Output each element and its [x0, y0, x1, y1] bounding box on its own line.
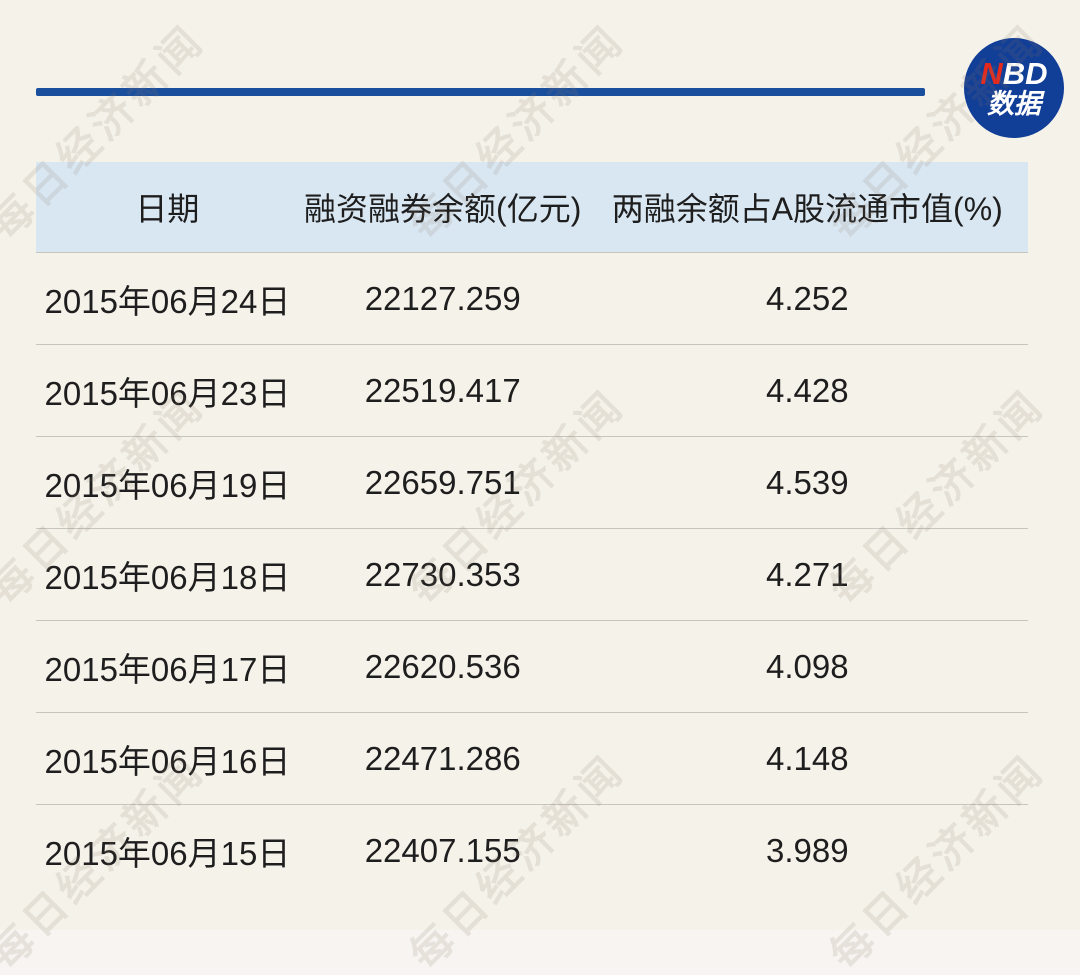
table-row: 2015年06月16日 22471.286 4.148 — [36, 713, 1028, 805]
table-row: 2015年06月24日 22127.259 4.252 — [36, 253, 1028, 345]
cell-ratio: 3.989 — [765, 831, 849, 869]
cell-ratio: 4.428 — [765, 371, 849, 409]
table-row: 2015年06月15日 22407.155 3.989 — [36, 805, 1028, 896]
cell-ratio: 4.252 — [765, 279, 849, 317]
table-row: 2015年06月18日 22730.353 4.271 — [36, 529, 1028, 621]
logo-shuju-text: 数据 — [987, 88, 1041, 119]
margin-balance-table: 日期 融资融券余额(亿元) 两融余额占A股流通市值(%) 2015年06月24日… — [36, 162, 1028, 896]
cell-balance: 22620.536 — [364, 647, 521, 685]
cell-balance: 22471.286 — [364, 739, 521, 777]
logo-letters-bd: BD — [1002, 55, 1048, 91]
cell-date: 2015年06月23日 — [44, 374, 291, 412]
logo-nbd-text: NBD — [980, 58, 1047, 90]
cell-date: 2015年06月24日 — [44, 282, 291, 320]
cell-ratio: 4.148 — [765, 739, 849, 777]
table-header-row: 日期 融资融券余额(亿元) 两融余额占A股流通市值(%) — [36, 162, 1028, 253]
cell-ratio: 4.271 — [765, 555, 849, 593]
cell-balance: 22127.259 — [364, 279, 521, 317]
table-row: 2015年06月17日 22620.536 4.098 — [36, 621, 1028, 713]
cell-balance: 22730.353 — [364, 555, 521, 593]
cell-date: 2015年06月17日 — [44, 650, 291, 688]
cell-ratio: 4.098 — [765, 647, 849, 685]
cell-date: 2015年06月19日 — [44, 466, 291, 504]
cell-balance: 22407.155 — [364, 831, 521, 869]
column-header-date: 日期 — [135, 191, 200, 227]
cell-date: 2015年06月15日 — [44, 834, 291, 872]
table-row: 2015年06月23日 22519.417 4.428 — [36, 345, 1028, 437]
cell-balance: 22659.751 — [364, 463, 521, 501]
bottom-strip — [0, 930, 1080, 975]
table-body: 2015年06月24日 22127.259 4.252 2015年06月23日 2251… — [36, 253, 1028, 896]
nbd-data-logo: NBD 数据 — [964, 38, 1064, 138]
top-divider-line — [36, 88, 925, 96]
column-header-ratio: 两融余额占A股流通市值(%) — [611, 191, 1003, 227]
table-row: 2015年06月19日 22659.751 4.539 — [36, 437, 1028, 529]
cell-date: 2015年06月18日 — [44, 558, 291, 596]
cell-balance: 22519.417 — [364, 371, 521, 409]
cell-date: 2015年06月16日 — [44, 742, 291, 780]
logo-letter-n: N — [980, 55, 1003, 91]
cell-ratio: 4.539 — [765, 463, 849, 501]
column-header-balance: 融资融券余额(亿元) — [304, 191, 582, 227]
